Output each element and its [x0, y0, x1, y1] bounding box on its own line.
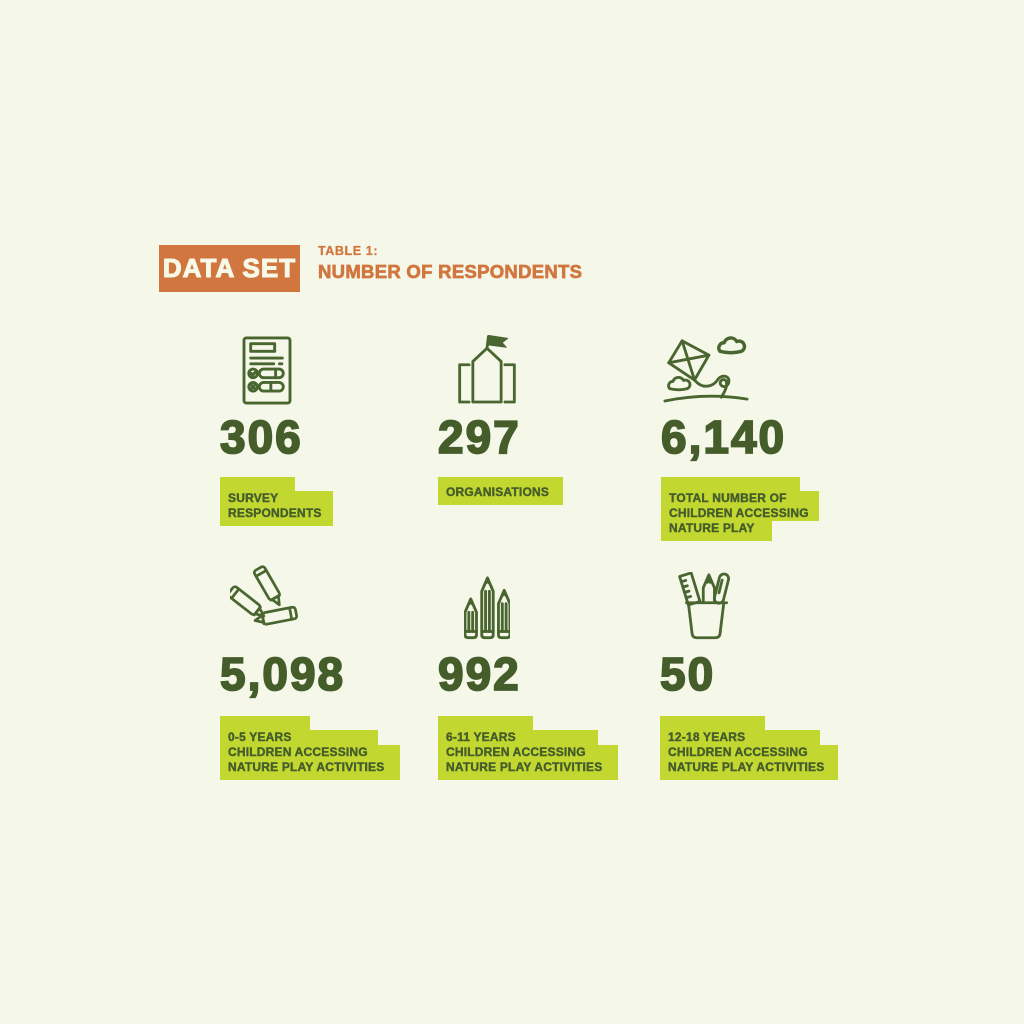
- kite-icon: [663, 336, 749, 403]
- stat-label: SURVEY RESPONDENTS: [220, 477, 435, 526]
- page-title: NUMBER OF RESPONDENTS: [318, 261, 583, 283]
- header-text: TABLE 1: NUMBER OF RESPONDENTS: [318, 244, 583, 283]
- label-highlight-strip: [660, 716, 765, 730]
- stat-label-line: 0-5 YEARS: [220, 730, 378, 745]
- stat-label: 0-5 YEARS CHILDREN ACCESSING NATURE PLAY…: [220, 716, 435, 780]
- stat-label-line: ORGANISATIONS: [438, 485, 563, 505]
- stat-value: 306: [219, 410, 303, 464]
- icon-box: [438, 330, 653, 405]
- stat-organisations: 297 ORGANISATIONS: [437, 330, 653, 505]
- pen-cup-icon: [678, 572, 731, 640]
- stat-label-line: NATURE PLAY ACTIVITIES: [220, 760, 400, 780]
- survey-form-icon: [242, 336, 292, 405]
- icon-box: [661, 330, 876, 405]
- stat-age-12-18: 50 12-18 YEARS CHILDREN ACCESSING NATURE…: [659, 563, 875, 780]
- stat-label-line: 6-11 YEARS: [438, 730, 598, 745]
- stat-label-line: CHILDREN ACCESSING: [660, 745, 838, 760]
- stat-label-line: TOTAL NUMBER OF: [661, 491, 819, 506]
- stat-label-line: NATURE PLAY ACTIVITIES: [660, 760, 838, 780]
- stat-label-line: CHILDREN ACCESSING: [220, 745, 400, 760]
- stat-label-line: 12-18 YEARS: [660, 730, 820, 745]
- stat-label-line: CHILDREN ACCESSING: [438, 745, 618, 760]
- stat-label: ORGANISATIONS: [438, 477, 653, 505]
- data-set-badge: DATA SET: [159, 245, 300, 292]
- stat-label-line: NATURE PLAY ACTIVITIES: [438, 760, 618, 780]
- pencils-icon: [464, 576, 510, 640]
- icon-box: [220, 563, 435, 641]
- crayons-icon: [230, 565, 299, 626]
- stat-label: TOTAL NUMBER OF CHILDREN ACCESSING NATUR…: [661, 477, 876, 541]
- stat-value: 50: [659, 647, 716, 701]
- label-highlight-strip: [438, 716, 533, 730]
- stat-value: 297: [437, 410, 521, 464]
- stat-label-line: RESPONDENTS: [220, 506, 333, 526]
- badge-label: DATA SET: [162, 252, 297, 283]
- stat-value: 992: [437, 647, 521, 701]
- icon-box: [660, 563, 875, 641]
- stat-age-0-5: 5,098 0-5 YEARS CHILDREN ACCESSING NATUR…: [219, 563, 435, 780]
- icon-box: [220, 330, 435, 405]
- stat-label: 6-11 YEARS CHILDREN ACCESSING NATURE PLA…: [438, 716, 653, 780]
- label-highlight-strip: [438, 477, 563, 485]
- stat-total-children: 6,140 TOTAL NUMBER OF CHILDREN ACCESSING…: [660, 330, 876, 541]
- label-highlight-strip: [661, 477, 800, 491]
- stat-label-line: NATURE PLAY: [661, 521, 772, 541]
- building-flag-icon: [458, 335, 516, 404]
- stat-value: 6,140: [660, 410, 787, 464]
- stat-age-6-11: 992 6-11 YEARS CHILDREN ACCESSING NATURE…: [437, 563, 653, 780]
- stat-label-line: SURVEY: [220, 491, 333, 506]
- stat-value: 5,098: [219, 647, 346, 701]
- stat-label: 12-18 YEARS CHILDREN ACCESSING NATURE PL…: [660, 716, 875, 780]
- table-label: TABLE 1:: [318, 244, 379, 258]
- stat-label-line: CHILDREN ACCESSING: [661, 506, 819, 521]
- label-highlight-strip: [220, 716, 310, 730]
- label-highlight-strip: [220, 477, 295, 491]
- icon-box: [438, 563, 653, 641]
- stat-survey-respondents: 306 SURVEY RESPONDENTS: [219, 330, 435, 526]
